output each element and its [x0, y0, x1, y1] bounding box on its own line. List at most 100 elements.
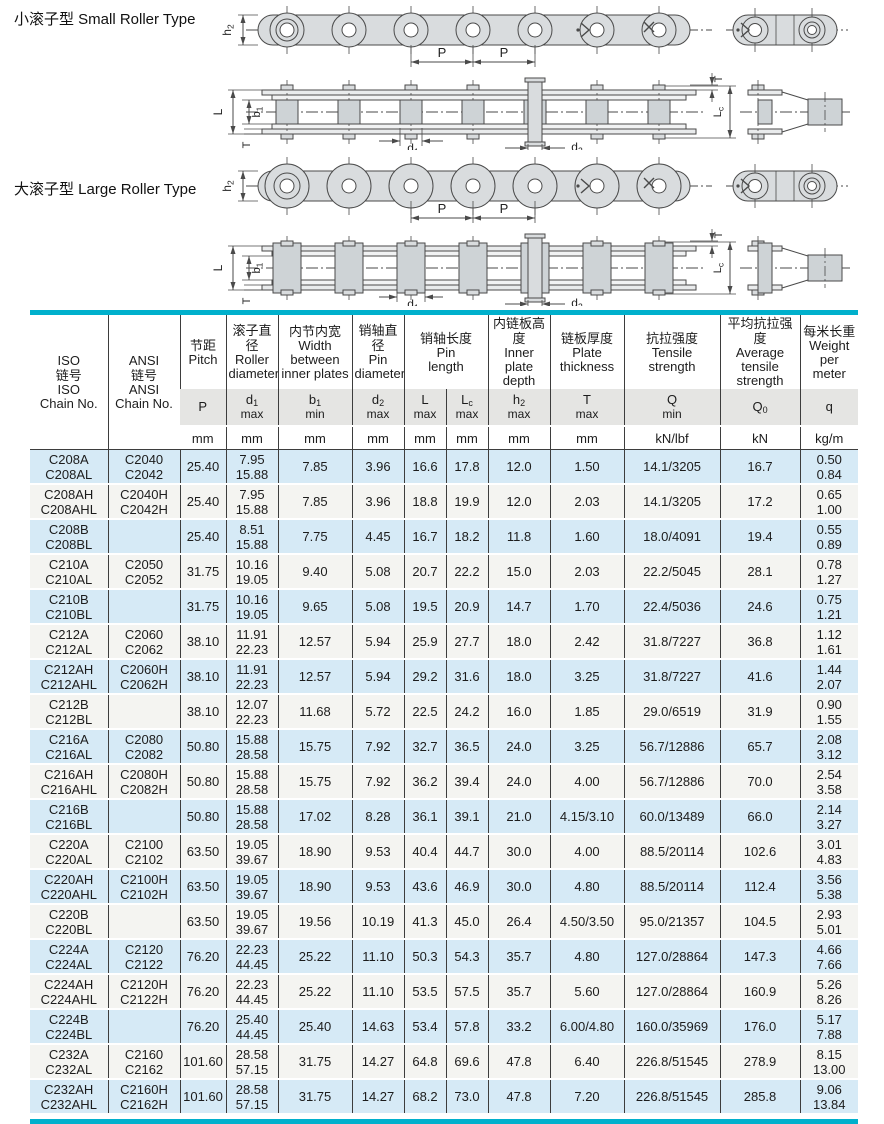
table-cell: 31.75	[277, 1078, 352, 1113]
table-cell: C210A C210AL	[30, 553, 108, 589]
table-cell: 3.56 5.38	[799, 868, 859, 904]
table-cell: C2160 C2162	[107, 1043, 180, 1079]
table-cell: 9.65	[277, 588, 352, 624]
dimension-label: h2	[220, 180, 236, 192]
table-cell: 27.7	[445, 623, 489, 659]
table-cell: C208AH C208AHL	[30, 483, 108, 519]
table-cell: 33.2	[487, 1008, 551, 1044]
table-cell: 25.40	[179, 483, 226, 519]
table-cell: C220AH C220AHL	[30, 868, 108, 904]
table-cell: 14.63	[351, 1008, 404, 1044]
large-roller-diagram: h2 P Pd2 d1 Lb1 T T Lc	[211, 157, 850, 306]
table-cell: 4.15/3.10	[549, 798, 625, 834]
col-pin-dia-header: 销轴直径 Pin diameter	[351, 315, 404, 389]
unit-inner-width: mm	[277, 425, 352, 450]
sym-tensile: Q min	[623, 389, 721, 426]
table-cell: 19.5	[403, 588, 446, 624]
table-cell: 24.0	[487, 763, 551, 799]
table-cell: 12.0	[487, 483, 551, 519]
unit-plate-thk: mm	[549, 425, 625, 450]
table-cell: 38.10	[179, 623, 226, 659]
sym-roller-dia: d1 max	[225, 389, 278, 426]
col-roller-dia-header: 滚子直径 Roller diameter	[225, 315, 278, 389]
table-cell: 57.5	[445, 973, 489, 1009]
table-cell: 53.4	[403, 1008, 446, 1044]
table-cell: 0.78 1.27	[799, 553, 859, 589]
table-cell: 31.8/7227	[623, 623, 721, 659]
table-cell: 5.94	[351, 623, 404, 659]
table-cell: 18.90	[277, 833, 352, 869]
dimension-label: Lc	[712, 262, 726, 273]
table-cell: 4.80	[549, 868, 625, 904]
dimension-label: P	[438, 45, 447, 60]
dimension-label: P	[500, 45, 509, 60]
table-row: C210A C210AL C2050 C2052 31.75 10.16 19.05 9…	[30, 553, 859, 589]
table-cell: 39.4	[445, 763, 489, 799]
table-cell: 5.17 7.88	[799, 1008, 859, 1044]
table-cell: 8.28	[351, 798, 404, 834]
dimension-label: h2	[220, 24, 236, 36]
sym-pitch: P	[180, 389, 226, 426]
ansi-header-en: ANSI Chain No.	[115, 382, 173, 411]
table-cell: 5.94	[351, 658, 404, 694]
table-cell: 30.0	[487, 833, 551, 869]
table-cell: C2060 C2062	[107, 623, 180, 659]
table-cell: 22.23 44.45	[225, 973, 278, 1009]
table-cell: 25.40	[179, 449, 226, 484]
table-cell: C232A C232AL	[30, 1043, 108, 1079]
table-cell: 11.68	[277, 693, 352, 729]
unit-tensile: kN/lbf	[623, 425, 721, 450]
table-cell: 18.0	[487, 623, 551, 659]
table-cell: 1.60	[549, 518, 625, 554]
dimension-label: d2	[571, 140, 583, 150]
table-cell: 18.0	[487, 658, 551, 694]
table-cell: 21.0	[487, 798, 551, 834]
table-cell: 44.7	[445, 833, 489, 869]
table-row: C216AH C216AHL C2080H C2082H 50.80 15.88 28…	[30, 763, 859, 799]
table-cell: 17.02	[277, 798, 352, 834]
table-cell: 4.50/3.50	[549, 903, 625, 939]
table-cell: 14.27	[351, 1078, 404, 1113]
table-cell: 25.22	[277, 973, 352, 1009]
table-cell: 127.0/28864	[623, 938, 721, 974]
table-cell: 1.85	[549, 693, 625, 729]
table-cell: 176.0	[719, 1008, 801, 1044]
table-cell: 2.93 5.01	[799, 903, 859, 939]
dimension-label: L	[211, 264, 225, 271]
dimension-label: b1	[251, 262, 265, 273]
table-cell: 50.80	[179, 763, 226, 799]
table-cell: 20.7	[403, 553, 446, 589]
table-cell: C2120H C2122H	[107, 973, 180, 1009]
table-cell: 15.75	[277, 763, 352, 799]
table-cell: 127.0/28864	[623, 973, 721, 1009]
col-inner-width-header: 内节内宽 Width between inner plates	[277, 315, 352, 389]
table-cell: 56.7/12886	[623, 728, 721, 764]
unit-roller-dia: mm	[225, 425, 278, 450]
table-cell: 63.50	[179, 903, 226, 939]
table-row: C232AH C232AHL C2160H C2162H 101.60 28.58 5…	[30, 1078, 859, 1113]
table-row: C232A C232AL C2160 C2162 101.60 28.58 57.15…	[30, 1043, 859, 1079]
table-cell: C220A C220AL	[30, 833, 108, 869]
unit-pitch: mm	[180, 425, 226, 450]
table-cell: 12.0	[487, 449, 551, 484]
table-cell: 226.8/51545	[623, 1078, 721, 1113]
table-cell: 31.9	[719, 693, 801, 729]
table-cell: 10.16 19.05	[225, 588, 278, 624]
table-cell: 22.2	[445, 553, 489, 589]
table-cell: 25.40	[277, 1008, 352, 1044]
dimension-label: b1	[251, 106, 265, 117]
table-cell: 76.20	[179, 938, 226, 974]
table-cell: C210B C210BL	[30, 588, 108, 624]
table-cell: 226.8/51545	[623, 1043, 721, 1079]
table-row: C208A C208AL C2040 C2042 25.40 7.95 15.88 7.…	[30, 449, 859, 484]
table-cell: 54.3	[445, 938, 489, 974]
sym-weight: q	[799, 389, 859, 426]
table-cell: 2.03	[549, 483, 625, 519]
table-cell: 41.3	[403, 903, 446, 939]
table-cell: 101.60	[179, 1043, 226, 1079]
table-cell: 1.44 2.07	[799, 658, 859, 694]
table-cell: 0.90 1.55	[799, 693, 859, 729]
dimension-label: L	[211, 108, 225, 115]
table-cell: C216B C216BL	[30, 798, 108, 834]
table-cell: 7.85	[277, 449, 352, 484]
